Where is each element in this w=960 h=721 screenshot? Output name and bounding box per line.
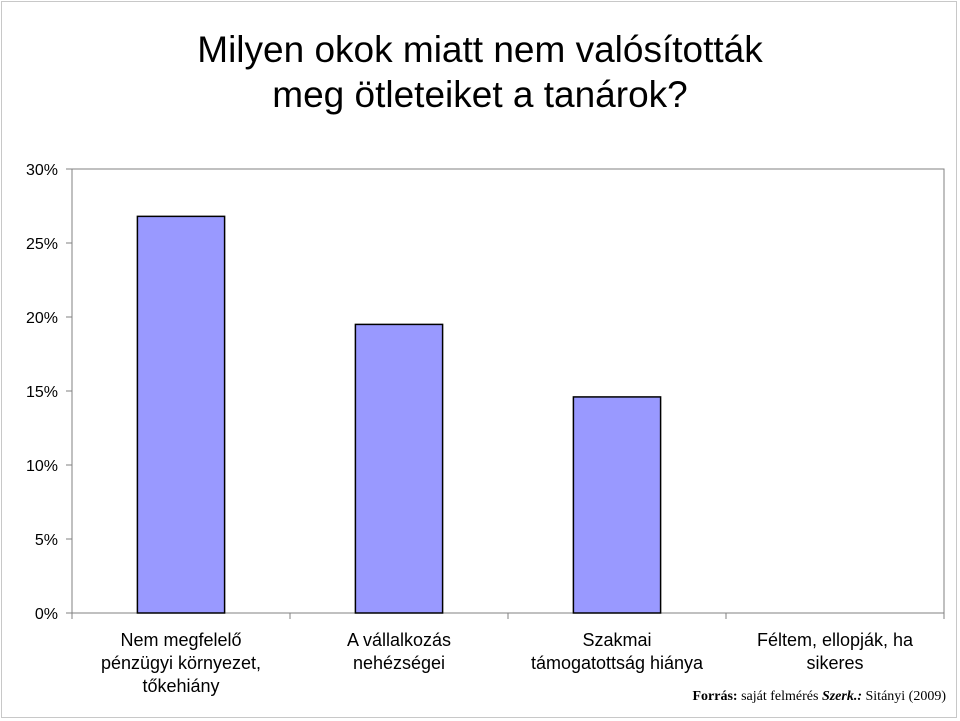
y-tick-label: 25% <box>26 236 58 253</box>
editor-text: Sitányi (2009) <box>865 689 947 704</box>
source-text: saját felmérés <box>741 689 819 704</box>
bar <box>136 215 226 614</box>
y-tick-label: 15% <box>26 384 58 401</box>
y-tick-label: 20% <box>26 310 58 327</box>
y-tick-label: 30% <box>26 162 58 179</box>
editor-label: Szerk.: <box>821 689 862 704</box>
x-tick-label: Szakmai támogatottság hiánya <box>531 630 704 673</box>
source-note: Forrás: saját felmérés Szerk.: Sitányi (… <box>692 689 946 705</box>
y-tick-label: 10% <box>26 458 58 475</box>
bar <box>354 323 444 614</box>
bar <box>572 396 662 614</box>
y-tick-label: 0% <box>35 606 58 623</box>
chart-title: Milyen okok miatt nem valósították meg ö… <box>197 29 763 115</box>
x-tick-label: A vállalkozás nehézségei <box>347 630 451 673</box>
x-tick-label: Nem megfelelő pénzügyi környezet, tőkehián… <box>101 630 261 696</box>
source-label: Forrás: <box>692 689 738 704</box>
x-tick-label: Féltem, ellopják, ha sikeres <box>757 630 914 673</box>
y-tick-label: 5% <box>35 532 58 549</box>
